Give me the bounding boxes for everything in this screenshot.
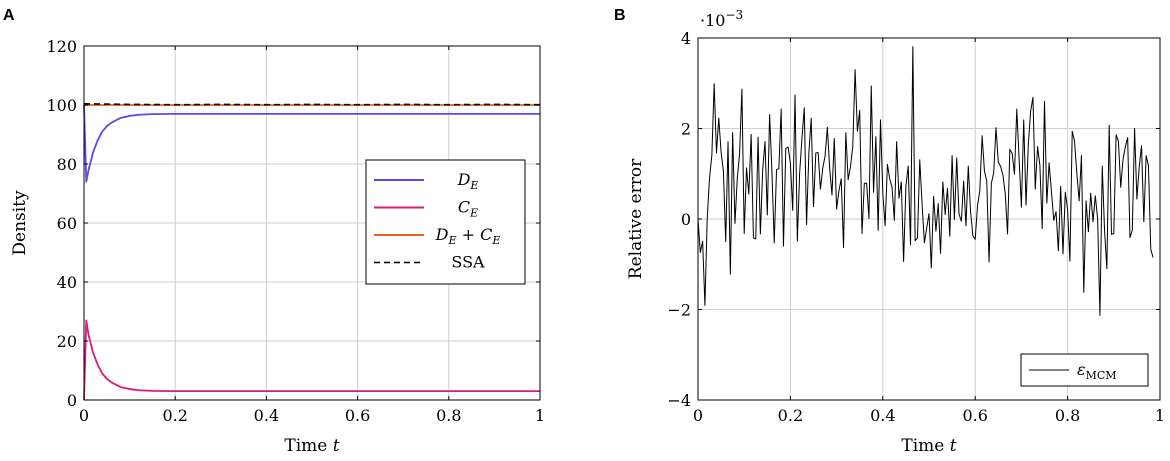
series-line-c-e [83, 319, 540, 401]
panel-b-legend: εMCM [1020, 353, 1149, 387]
x-tick-label: 0.4 [870, 406, 895, 425]
panel-b-yscale: ·10−3 [700, 8, 743, 30]
legend-label: CE [458, 198, 478, 220]
panel-b: B 0 0.2 0.4 0.6 0.8 1 −4 −2 0 2 4 ·10−3 Time t Rel… [614, 7, 1165, 456]
legend-box [365, 159, 526, 285]
series-line--mcm [697, 46, 1154, 316]
panel-b-xlabel: Time t [901, 436, 956, 456]
y-tick-label: 2 [681, 120, 691, 139]
panel-b-ylabel: Relative error [626, 158, 646, 279]
panel-a: A 0 0.2 0.4 0.6 0.8 1 0 20 40 60 80 100 120 Time t D… [3, 7, 545, 456]
x-tick-label: 0.8 [436, 406, 461, 425]
legend-label: DE [457, 170, 479, 192]
panel-b-letter: B [614, 7, 626, 24]
series-line-ssa [83, 103, 541, 106]
x-tick-label: 0.6 [962, 406, 987, 425]
panel-a-xlabel: Time t [284, 436, 339, 456]
x-tick-label: 0.8 [1055, 406, 1080, 425]
x-tick-label: 0 [79, 406, 89, 425]
x-tick-label: 0.4 [254, 406, 279, 425]
panel-a-legend: DE CE DE + CE SSA [365, 159, 526, 285]
y-tick-label: 60 [57, 214, 77, 233]
x-tick-label: 0 [693, 406, 703, 425]
x-tick-label: 1 [1155, 406, 1165, 425]
y-tick-label: 120 [46, 37, 77, 56]
y-tick-label: −4 [667, 391, 691, 410]
series-line-d-e [83, 104, 540, 183]
panel-a-ylabel: Density [10, 190, 30, 256]
y-tick-label: 80 [57, 155, 77, 174]
y-tick-label: 0 [67, 391, 77, 410]
y-tick-label: 20 [57, 332, 77, 351]
y-tick-label: 4 [681, 29, 691, 48]
legend-label: DE + CE [435, 225, 501, 247]
x-tick-label: 0.2 [162, 406, 187, 425]
y-tick-label: 100 [46, 96, 77, 115]
legend-label: SSA [451, 253, 485, 272]
legend-label: εMCM [1077, 360, 1117, 382]
y-tick-label: −2 [667, 301, 691, 320]
panel-a-letter: A [3, 7, 15, 24]
x-tick-label: 1 [535, 406, 545, 425]
y-tick-label: 0 [681, 210, 691, 229]
x-tick-label: 0.6 [345, 406, 370, 425]
y-tick-label: 40 [57, 273, 77, 292]
x-tick-label: 0.2 [778, 406, 803, 425]
